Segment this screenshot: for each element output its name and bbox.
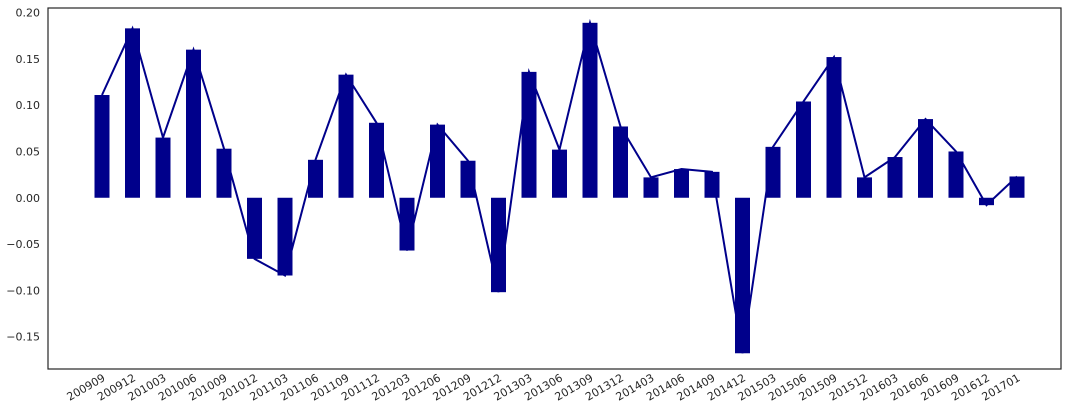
series-line	[101, 18, 1018, 354]
bar-201203	[399, 197, 415, 251]
y-tick-label: 0.15	[16, 53, 41, 66]
bar-201106	[308, 159, 323, 198]
bar-201503	[765, 146, 781, 198]
bar-201009	[216, 148, 232, 198]
bar-201303	[521, 71, 537, 198]
bar-201509	[826, 57, 842, 198]
bar-201209	[460, 160, 476, 198]
y-tick-label: 0.05	[16, 145, 41, 158]
y-tick-label: 0.20	[16, 7, 41, 20]
y-axis: −0.15 −0.10 −0.05 0.00 0.05 0.10 0.15 0.20	[6, 7, 40, 344]
bar-201103	[277, 197, 293, 276]
bar-201212	[491, 197, 506, 293]
bar-201312	[613, 126, 628, 198]
bar-201012	[247, 197, 262, 259]
bar-201003	[155, 137, 171, 198]
bar-201609	[948, 151, 964, 198]
bar-200912	[125, 28, 140, 198]
bar-201403	[643, 177, 659, 198]
bar-201006	[186, 49, 201, 198]
bar-201206	[430, 124, 445, 198]
bar-201506	[796, 101, 811, 198]
y-tick-label: −0.10	[6, 284, 40, 297]
y-tick-label: 0.00	[16, 192, 41, 205]
bar-201701	[1009, 176, 1025, 198]
bar-201603	[887, 157, 903, 198]
bar-201512	[857, 177, 872, 198]
x-axis: 2009092009122010032010062010092010122011…	[65, 371, 1023, 403]
bar-201612	[979, 197, 994, 206]
bar-201309	[582, 22, 598, 198]
y-tick-label: −0.05	[6, 238, 40, 251]
bar-200909	[94, 95, 110, 198]
plot-frame	[47, 7, 1062, 370]
y-tick-label: 0.10	[16, 99, 41, 112]
bar-201406	[674, 169, 689, 198]
bar-201112	[369, 122, 384, 198]
bar-201412	[735, 197, 750, 354]
y-tick-label: −0.15	[6, 331, 40, 344]
bar-201109	[338, 74, 354, 198]
bar-201306	[552, 149, 567, 198]
bar-201606	[918, 119, 933, 198]
